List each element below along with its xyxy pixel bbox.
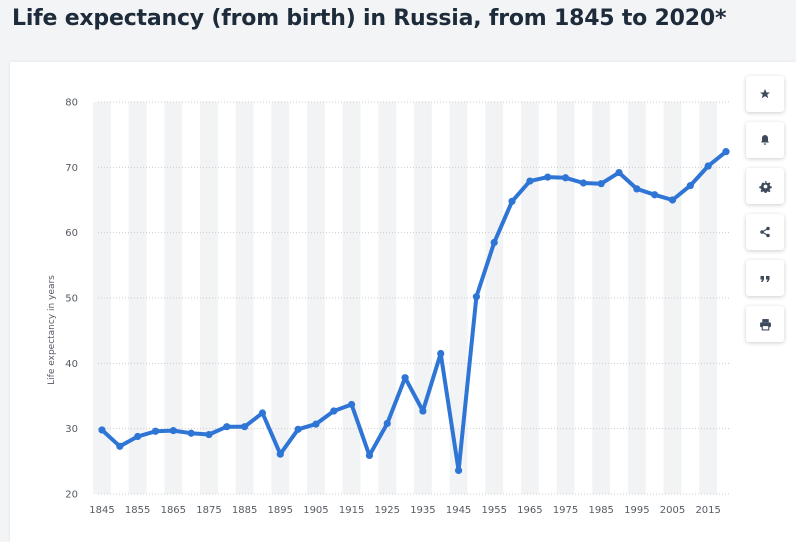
- star-icon: [760, 89, 770, 99]
- y-axis-label: Life expectancy in years: [47, 275, 57, 385]
- x-tick-label: 1915: [339, 505, 364, 516]
- y-tick-label: 60: [65, 228, 78, 239]
- x-tick-label: 1925: [375, 505, 400, 516]
- data-point[interactable]: [579, 179, 587, 187]
- x-tick-label: 1845: [89, 505, 114, 516]
- band: [627, 102, 646, 494]
- data-point[interactable]: [116, 442, 124, 450]
- data-point[interactable]: [668, 196, 677, 204]
- data-point[interactable]: [597, 180, 605, 188]
- share-icon: [760, 226, 770, 238]
- y-tick-label: 80: [65, 98, 78, 109]
- data-point[interactable]: [401, 374, 409, 382]
- data-point[interactable]: [508, 197, 516, 205]
- x-tick-label: 1885: [232, 505, 257, 516]
- band: [307, 102, 325, 494]
- data-point[interactable]: [98, 426, 106, 434]
- data-point[interactable]: [312, 420, 320, 428]
- notification-button[interactable]: [746, 122, 784, 158]
- x-tick-label: 1855: [125, 505, 150, 516]
- y-tick-label: 20: [65, 490, 78, 501]
- share-button[interactable]: [746, 214, 784, 250]
- x-tick-label: 1965: [517, 505, 542, 516]
- alternating-bands: [93, 102, 718, 494]
- x-tick-label: 1945: [446, 505, 471, 516]
- band: [592, 102, 611, 494]
- chart-toolbar: [746, 76, 784, 352]
- x-tick-label: 2015: [695, 505, 720, 516]
- data-point[interactable]: [615, 168, 623, 177]
- x-tick-label: 1975: [553, 505, 578, 516]
- y-tick-label: 70: [65, 163, 78, 174]
- y-tick-label: 50: [65, 294, 78, 305]
- bookmark-button[interactable]: [746, 76, 784, 112]
- data-point[interactable]: [561, 174, 570, 182]
- data-point[interactable]: [241, 423, 249, 431]
- quote-icon: [760, 276, 770, 282]
- data-point[interactable]: [258, 409, 267, 417]
- data-point[interactable]: [187, 429, 195, 437]
- data-point[interactable]: [383, 419, 391, 428]
- chart-card: 20 30 40 50 60 70 80 1845 1855 1865 1875 1885 1895 1…: [10, 62, 796, 542]
- data-point[interactable]: [686, 182, 694, 190]
- x-tick-label: 1955: [482, 505, 507, 516]
- data-point[interactable]: [437, 349, 445, 358]
- data-point[interactable]: [704, 162, 712, 170]
- band: [663, 102, 682, 494]
- data-point[interactable]: [205, 430, 213, 439]
- band: [200, 102, 218, 494]
- data-point[interactable]: [223, 423, 231, 431]
- data-point[interactable]: [472, 293, 480, 301]
- data-point[interactable]: [722, 148, 730, 156]
- band: [235, 102, 254, 494]
- x-tick-label: 2005: [660, 505, 685, 516]
- data-point[interactable]: [419, 407, 427, 415]
- bell-icon: [761, 135, 769, 145]
- page-title: Life expectancy (from birth) in Russia, …: [12, 6, 727, 31]
- band: [342, 102, 361, 494]
- band: [271, 102, 290, 494]
- x-tick-label: 1985: [588, 505, 613, 516]
- data-point[interactable]: [633, 185, 641, 193]
- data-point[interactable]: [330, 407, 338, 415]
- y-tick-label: 30: [65, 424, 78, 435]
- data-point[interactable]: [490, 238, 498, 247]
- data-point[interactable]: [651, 191, 659, 199]
- citation-button[interactable]: [746, 260, 784, 296]
- print-button[interactable]: [746, 306, 784, 342]
- data-point[interactable]: [151, 427, 160, 435]
- x-axis-ticks: 1845 1855 1865 1875 1885 1895 1905 1915 1925 1935…: [89, 505, 721, 516]
- x-tick-label: 1905: [303, 505, 328, 516]
- data-point[interactable]: [544, 173, 552, 181]
- settings-button[interactable]: [746, 168, 784, 204]
- data-point[interactable]: [294, 425, 302, 433]
- x-tick-label: 1935: [410, 505, 435, 516]
- data-point[interactable]: [169, 427, 177, 435]
- y-tick-label: 40: [65, 359, 78, 370]
- band: [699, 102, 718, 494]
- data-point[interactable]: [348, 400, 356, 409]
- data-point[interactable]: [365, 451, 374, 460]
- x-tick-label: 1995: [624, 505, 649, 516]
- data-point[interactable]: [526, 177, 534, 185]
- band: [556, 102, 575, 494]
- print-icon: [759, 318, 771, 330]
- data-point[interactable]: [276, 450, 284, 458]
- gridlines: [98, 101, 730, 495]
- band: [520, 102, 539, 494]
- y-axis-ticks: 20 30 40 50 60 70 80: [65, 98, 78, 501]
- x-tick-label: 1895: [268, 505, 293, 516]
- data-point[interactable]: [454, 466, 463, 475]
- data-point[interactable]: [134, 432, 142, 441]
- band: [378, 102, 397, 494]
- gear-icon: [758, 180, 772, 193]
- data-points: [98, 148, 730, 475]
- x-tick-label: 1875: [196, 505, 221, 516]
- x-tick-label: 1865: [161, 505, 186, 516]
